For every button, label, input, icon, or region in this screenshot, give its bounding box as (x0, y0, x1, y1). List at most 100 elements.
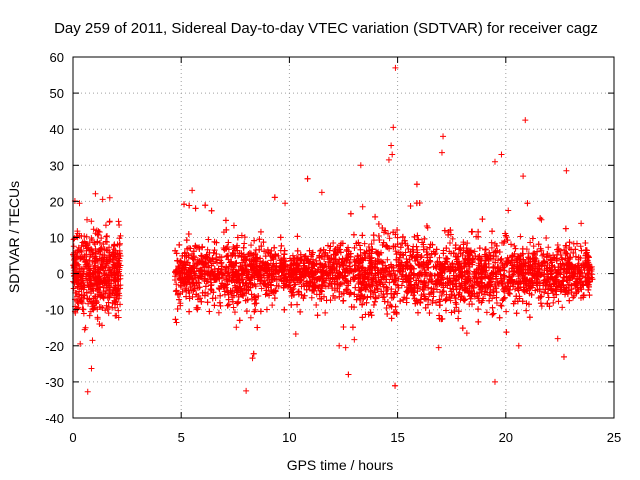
data-point (222, 217, 229, 224)
data-point (76, 232, 83, 239)
data-point (99, 196, 106, 203)
data-point (512, 245, 519, 252)
data-point (254, 324, 261, 331)
data-point (101, 270, 108, 277)
data-point (582, 239, 589, 246)
data-point (489, 295, 496, 302)
data-point (493, 300, 500, 307)
data-point (88, 365, 95, 372)
data-point (73, 269, 80, 276)
data-point (566, 239, 573, 246)
data-point (372, 213, 379, 220)
data-point (99, 251, 106, 258)
data-point (95, 291, 102, 298)
data-point (112, 251, 119, 258)
data-point (490, 310, 497, 317)
data-point (177, 302, 184, 309)
data-point (392, 382, 399, 389)
data-point (96, 270, 103, 277)
data-point (468, 301, 475, 308)
data-point (75, 300, 82, 307)
data-point (258, 285, 265, 292)
data-point (271, 244, 278, 251)
data-point (257, 308, 264, 315)
data-point (83, 241, 90, 248)
data-point (111, 269, 118, 276)
data-point (313, 302, 320, 309)
data-point (115, 218, 122, 225)
data-point (503, 329, 510, 336)
data-point (83, 289, 90, 296)
data-point (282, 258, 289, 265)
data-point (384, 311, 391, 318)
data-point (209, 295, 216, 302)
data-point (104, 238, 111, 245)
data-point (278, 242, 285, 249)
data-point (89, 258, 96, 265)
data-point (554, 242, 561, 249)
data-point (294, 247, 301, 254)
data-point (172, 316, 179, 323)
data-point (189, 187, 196, 194)
data-point (105, 271, 112, 278)
data-point (202, 202, 209, 209)
data-point (96, 303, 103, 310)
data-point (96, 239, 103, 246)
data-point (483, 309, 490, 316)
data-point (388, 315, 395, 322)
data-point (248, 242, 255, 249)
data-point (90, 295, 97, 302)
data-point (77, 340, 84, 347)
data-point (116, 241, 123, 248)
data-point (381, 293, 388, 300)
data-point (384, 290, 391, 297)
data-point (106, 244, 113, 251)
data-point (545, 244, 552, 251)
data-point (262, 291, 269, 298)
data-point (73, 305, 80, 312)
data-point (449, 235, 456, 242)
data-point (375, 292, 382, 299)
data-point (101, 280, 108, 287)
data-point (441, 227, 448, 234)
data-point (79, 270, 86, 277)
data-point (175, 263, 182, 270)
data-point (577, 243, 584, 250)
data-point (488, 239, 495, 246)
data-point (81, 233, 88, 240)
data-point (86, 312, 93, 319)
data-point (236, 317, 243, 324)
data-point (562, 225, 569, 232)
data-point (500, 295, 507, 302)
data-point (370, 301, 377, 308)
data-point (513, 310, 520, 317)
data-point (96, 228, 103, 235)
data-point (105, 310, 112, 317)
data-point (469, 228, 476, 235)
data-point (263, 306, 270, 313)
data-point (103, 233, 110, 240)
data-point (79, 239, 86, 246)
data-point (395, 275, 402, 282)
data-point (78, 292, 85, 299)
data-point (104, 275, 111, 282)
data-point (545, 294, 552, 301)
data-point (92, 276, 99, 283)
data-point (115, 276, 122, 283)
data-point (115, 255, 122, 262)
chart-title: Day 259 of 2011, Sidereal Day-to-day VTE… (54, 20, 598, 37)
data-point (114, 263, 121, 270)
data-point (511, 242, 518, 249)
data-point (215, 309, 222, 316)
data-point (115, 307, 122, 314)
data-point (99, 322, 106, 329)
data-point (207, 282, 214, 289)
data-point (112, 312, 119, 319)
data-point (87, 282, 94, 289)
data-point (198, 252, 205, 259)
data-point (87, 290, 94, 297)
data-point (72, 257, 79, 264)
data-point (375, 232, 382, 239)
data-point (86, 272, 93, 279)
